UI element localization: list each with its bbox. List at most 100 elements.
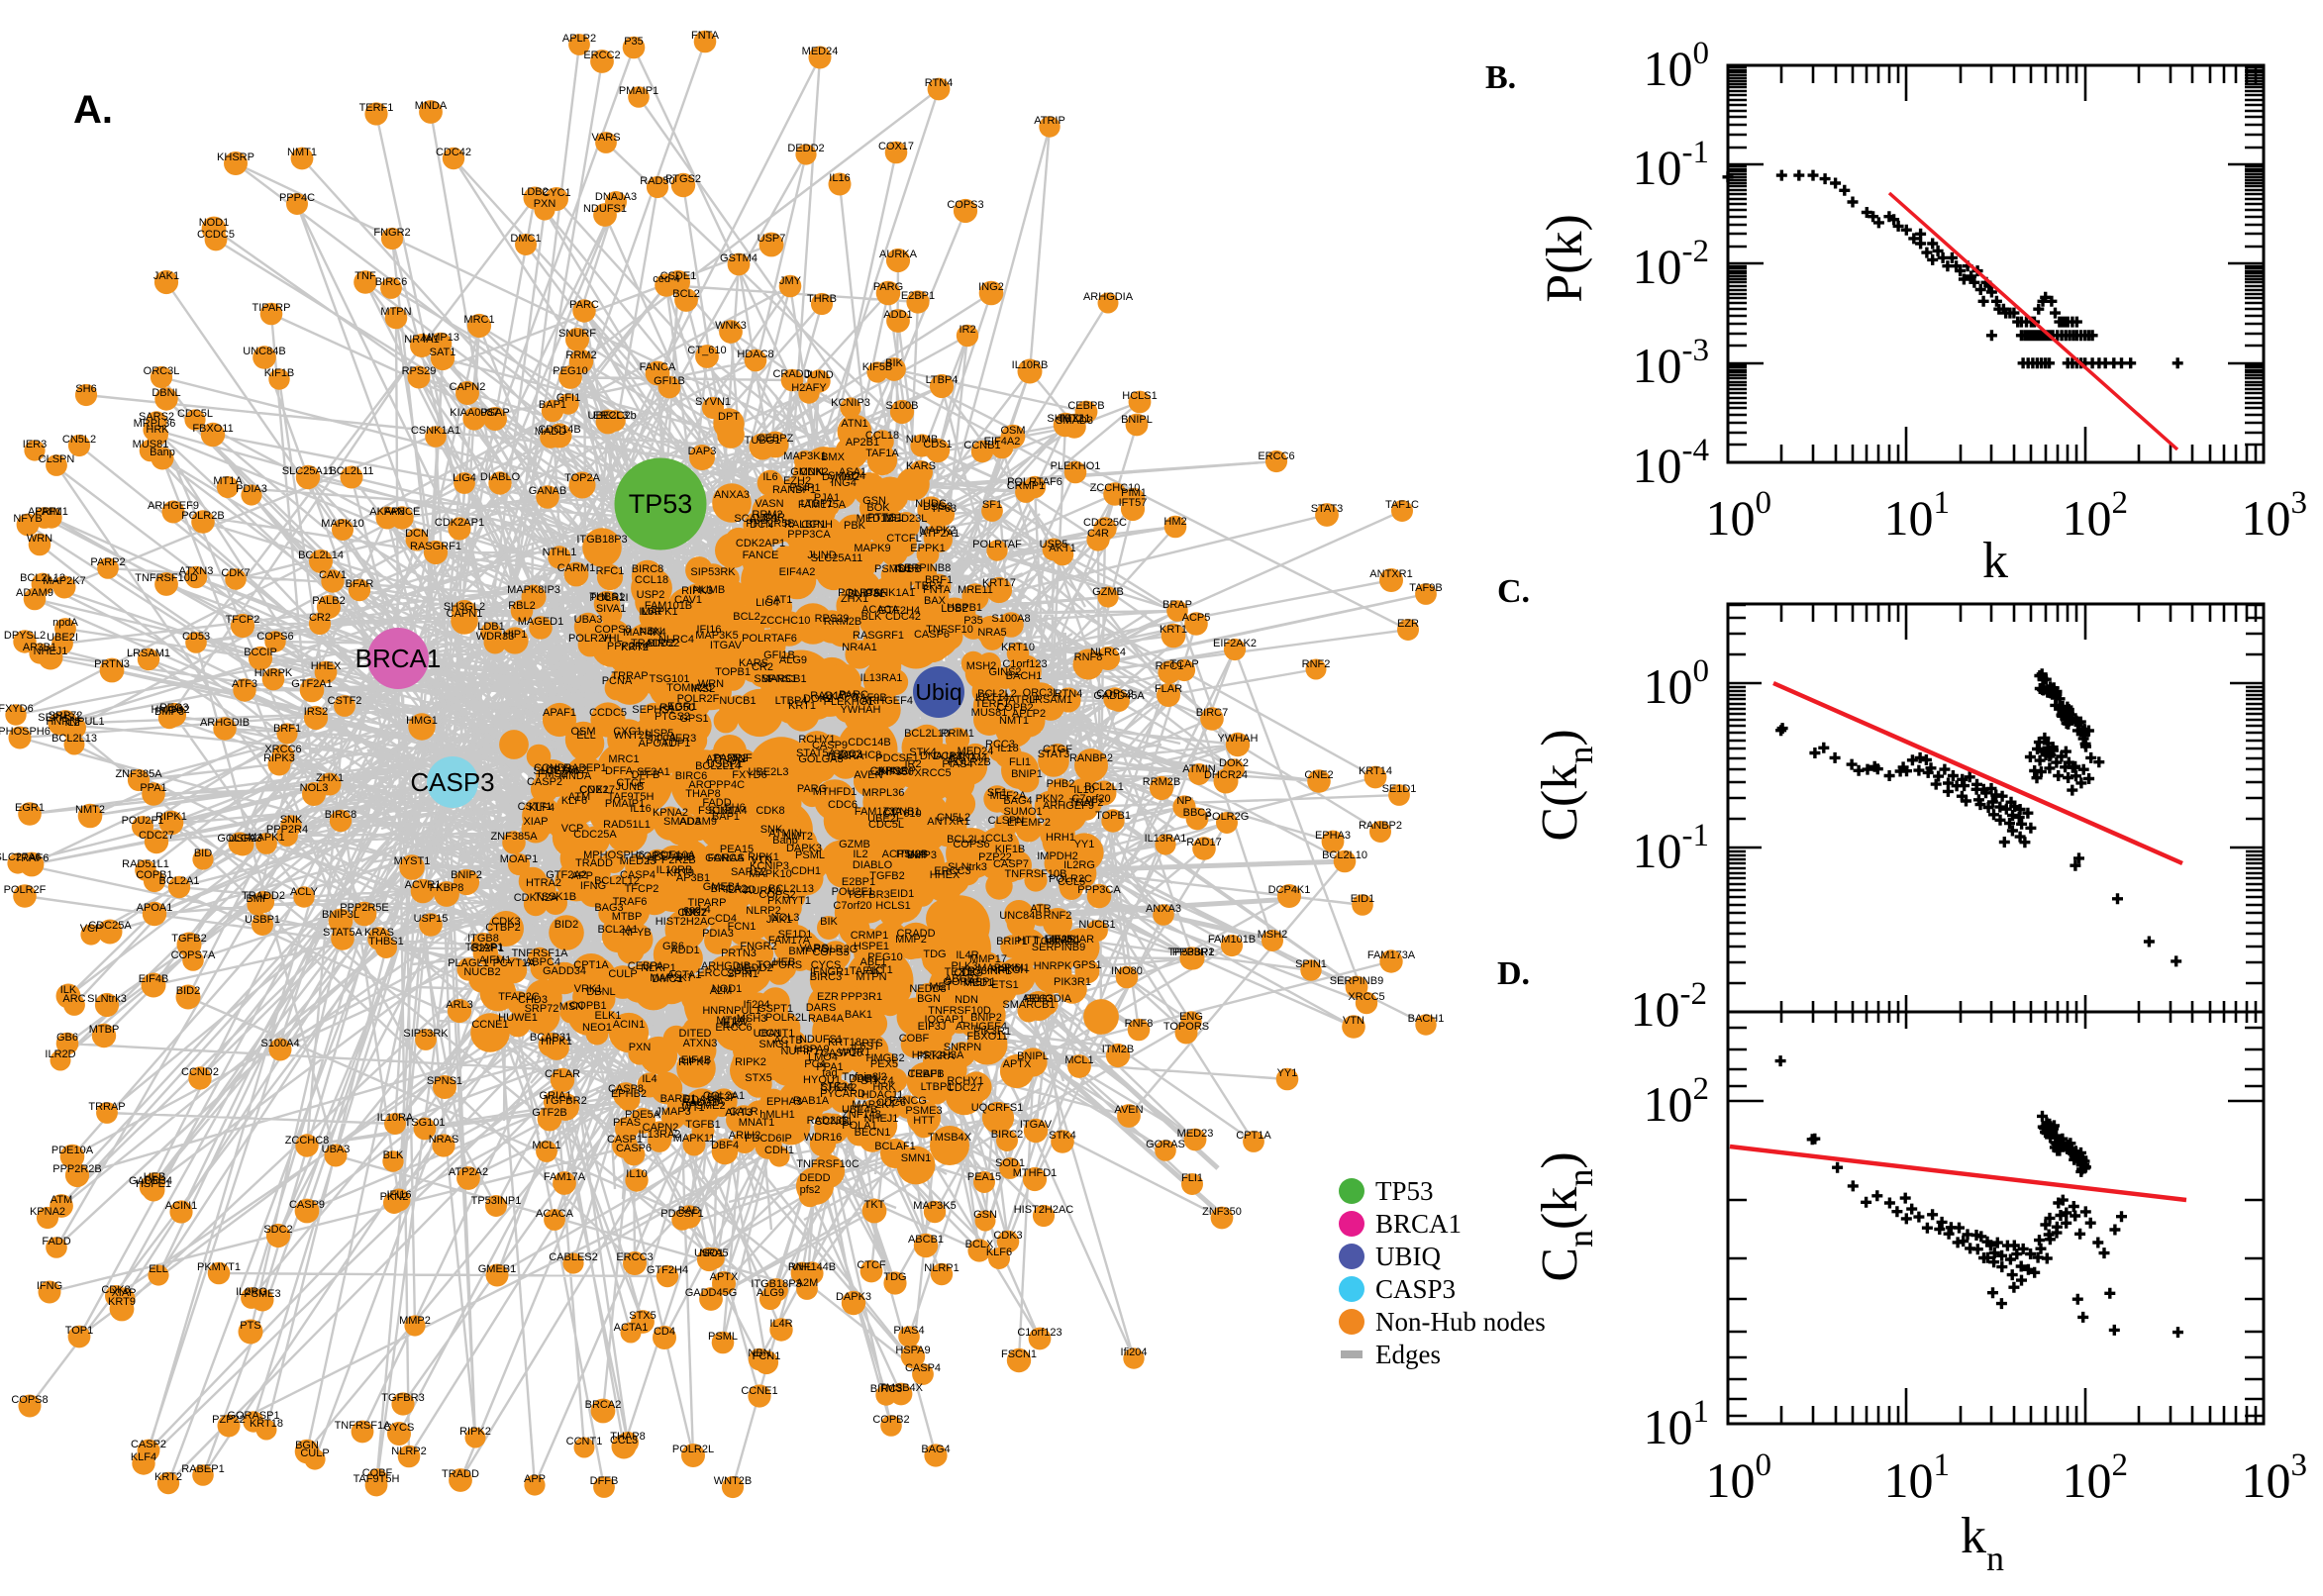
- svg-text:SIP53RK: SIP53RK: [690, 566, 736, 578]
- svg-text:MAP2K6: MAP2K6: [977, 962, 1020, 974]
- svg-text:EIF4A2: EIF4A2: [779, 566, 816, 578]
- svg-text:SARS2: SARS2: [731, 866, 766, 878]
- svg-text:PKN2: PKN2: [380, 1191, 409, 1203]
- svg-text:HTT: HTT: [913, 1115, 935, 1127]
- svg-text:SCAMP1: SCAMP1: [734, 513, 778, 525]
- svg-text:KRT9: KRT9: [666, 867, 694, 879]
- svg-text:TRRAP: TRRAP: [88, 1101, 125, 1113]
- svg-text:PDE10A: PDE10A: [51, 1145, 94, 1156]
- svg-text:SF1: SF1: [987, 787, 1007, 799]
- svg-text:FAM173A: FAM173A: [1367, 949, 1416, 961]
- svg-text:GFI1B: GFI1B: [654, 375, 685, 387]
- svg-text:BACH1: BACH1: [1408, 1013, 1445, 1025]
- svg-text:NDN: NDN: [955, 994, 978, 1006]
- svg-text:BID: BID: [194, 848, 212, 859]
- svg-text:RAD51L1: RAD51L1: [603, 819, 651, 831]
- svg-text:ERCC2: ERCC2: [583, 50, 620, 61]
- svg-text:BRF1: BRF1: [925, 574, 953, 586]
- svg-text:THAP8: THAP8: [685, 788, 720, 800]
- svg-text:USP15: USP15: [414, 913, 449, 925]
- svg-text:EPHA3: EPHA3: [1315, 830, 1351, 842]
- svg-text:GSTM4: GSTM4: [720, 252, 758, 264]
- svg-text:C4R: C4R: [1087, 528, 1109, 540]
- svg-text:IL10RB: IL10RB: [1012, 359, 1049, 371]
- svg-text:BNIP2: BNIP2: [451, 869, 482, 881]
- svg-text:POLR2F: POLR2F: [4, 884, 47, 896]
- svg-text:IL2RG: IL2RG: [1063, 859, 1095, 871]
- svg-text:HCLS1: HCLS1: [1122, 390, 1157, 402]
- svg-text:KLF4: KLF4: [131, 1451, 156, 1463]
- svg-text:PPP3CA: PPP3CA: [787, 529, 831, 541]
- svg-text:CR2: CR2: [752, 661, 773, 673]
- svg-text:PKN2: PKN2: [1036, 793, 1064, 805]
- svg-text:TNFRSF10D: TNFRSF10D: [928, 1005, 991, 1017]
- svg-text:BCLAF1: BCLAF1: [874, 1141, 916, 1152]
- svg-text:IR2: IR2: [959, 324, 975, 336]
- svg-text:DFFA: DFFA: [605, 765, 634, 777]
- svg-text:VCP: VCP: [561, 823, 584, 835]
- svg-text:ADD1: ADD1: [670, 945, 699, 956]
- svg-text:CEBPB: CEBPB: [1067, 400, 1104, 412]
- svg-text:PDE5A: PDE5A: [625, 1109, 661, 1121]
- svg-text:ATP2A1: ATP2A1: [920, 528, 960, 540]
- svg-text:DSG3: DSG3: [923, 501, 953, 513]
- svg-text:CPT1A: CPT1A: [573, 959, 609, 971]
- svg-text:IRS2: IRS2: [691, 683, 715, 695]
- svg-text:SMAD3: SMAD3: [663, 816, 701, 828]
- svg-text:COPB1: COPB1: [569, 1000, 606, 1012]
- svg-text:C4R: C4R: [763, 512, 785, 524]
- svg-text:WDR1: WDR1: [839, 1047, 870, 1058]
- svg-text:GADD34: GADD34: [543, 965, 586, 977]
- svg-text:CSTF1: CSTF1: [518, 801, 553, 813]
- svg-text:TGFB1: TGFB1: [685, 1119, 720, 1131]
- svg-text:BRCA1: BRCA1: [355, 644, 442, 673]
- svg-text:ZNF350: ZNF350: [874, 766, 914, 778]
- svg-text:MMP2: MMP2: [399, 1315, 431, 1327]
- svg-text:ITGB18P3: ITGB18P3: [576, 534, 627, 546]
- svg-text:CDKN2A: CDKN2A: [514, 892, 558, 904]
- svg-text:GOLGA3: GOLGA3: [798, 753, 843, 765]
- svg-text:CCNE1: CCNE1: [741, 1385, 777, 1397]
- svg-text:WNK3: WNK3: [715, 320, 747, 332]
- svg-text:POLR2G: POLR2G: [814, 944, 858, 955]
- svg-text:NP: NP: [910, 849, 925, 861]
- svg-text:NOL3: NOL3: [300, 782, 329, 794]
- svg-text:CEBPA: CEBPA: [628, 960, 664, 972]
- svg-text:COPS2: COPS2: [758, 889, 795, 901]
- svg-text:TRAF1: TRAF1: [909, 1068, 944, 1080]
- svg-text:GZMB: GZMB: [839, 839, 870, 850]
- svg-text:CABLES2: CABLES2: [549, 1251, 598, 1263]
- svg-text:CASP4: CASP4: [620, 869, 656, 881]
- svg-text:MAPK8IP3: MAPK8IP3: [507, 584, 560, 596]
- svg-text:TOMM20: TOMM20: [666, 682, 712, 694]
- svg-text:MAPK10: MAPK10: [321, 518, 363, 530]
- svg-text:PKMYT1: PKMYT1: [767, 895, 811, 907]
- svg-text:ERCC2: ERCC2: [697, 967, 734, 979]
- svg-text:MTBP: MTBP: [612, 911, 643, 923]
- svg-text:NFYB: NFYB: [622, 927, 651, 939]
- svg-text:PPP3R1: PPP3R1: [841, 991, 882, 1003]
- svg-text:ACIN1: ACIN1: [613, 1019, 645, 1031]
- svg-text:NTHL1: NTHL1: [543, 547, 577, 558]
- svg-text:CRMP1: CRMP1: [851, 930, 889, 942]
- svg-text:CSNK1A1: CSNK1A1: [411, 425, 460, 437]
- svg-text:DAP3: DAP3: [688, 446, 717, 457]
- svg-text:S100A8: S100A8: [991, 613, 1030, 625]
- svg-text:SF1: SF1: [982, 499, 1002, 511]
- svg-text:COPB2: COPB2: [996, 702, 1033, 714]
- svg-text:TNFRSF1A: TNFRSF1A: [335, 1420, 392, 1432]
- svg-text:SPIN1: SPIN1: [727, 968, 758, 980]
- svg-text:CDK7: CDK7: [677, 907, 706, 919]
- svg-text:GPS1: GPS1: [1072, 959, 1101, 971]
- svg-text:CULP: CULP: [608, 968, 637, 980]
- svg-text:DEDD2: DEDD2: [787, 143, 824, 154]
- svg-text:CDC5L: CDC5L: [177, 408, 213, 420]
- svg-text:DCN: DCN: [405, 528, 429, 540]
- svg-text:CAPN2: CAPN2: [450, 381, 486, 393]
- svg-text:BGN: BGN: [295, 1440, 319, 1451]
- svg-text:RFC1: RFC1: [596, 565, 625, 577]
- svg-text:ING2: ING2: [681, 907, 707, 919]
- svg-text:KLF6: KLF6: [986, 1247, 1012, 1258]
- svg-text:CN5L2: CN5L2: [62, 434, 96, 446]
- svg-text:ITM2B: ITM2B: [1102, 1044, 1134, 1055]
